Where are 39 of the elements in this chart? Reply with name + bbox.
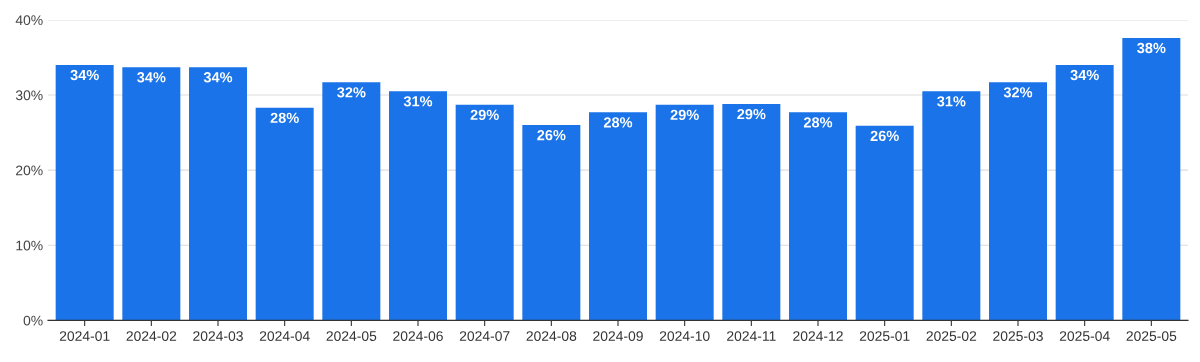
data-label: 29% [470,109,499,121]
data-label: 32% [1003,87,1033,98]
data-label: 32% [337,87,366,98]
x-tick-label: 2024-03 [193,331,243,341]
x-tick-label: 2024-07 [459,331,510,341]
x-tick-label: 2024-08 [526,331,577,341]
data-label: 26% [537,129,566,141]
y-tick-label: 20% [16,165,43,176]
data-label: 26% [870,130,899,142]
data-label: 28% [603,117,633,128]
x-tick-label: 2025-01 [859,331,910,341]
x-tick-label: 2024-09 [593,331,643,341]
x-tick-label: 2024-06 [393,331,443,341]
x-tick-label: 2024-05 [326,331,377,341]
data-label: 28% [803,117,833,128]
x-tick-label: 2025-05 [1126,331,1177,341]
x-tick-label: 2024-01 [59,331,110,341]
y-tick-label: 40% [15,15,43,26]
x-tick-label: 2024-12 [793,331,843,341]
x-tick-label: 2025-04 [1059,331,1110,341]
data-label: 38% [1137,42,1166,54]
data-label: 28% [270,112,299,124]
y-tick-label: 30% [15,90,43,101]
data-label: 34% [1070,69,1099,81]
data-label: 34% [137,72,166,83]
data-label: 34% [70,69,99,81]
y-tick-label: 0% [23,315,43,326]
x-tick-label: 2025-02 [926,331,977,341]
x-tick-label: 2024-04 [259,331,310,341]
data-label: 29% [670,109,699,121]
x-tick-label: 2024-02 [126,331,177,341]
x-tick-label: 2024-10 [659,331,710,341]
data-label: 29% [737,108,766,120]
data-label: 34% [203,72,233,83]
data-label: 31% [937,96,966,107]
data-label: 31% [403,96,433,107]
x-tick-label: 2025-03 [993,331,1043,341]
y-tick-label: 10% [16,240,43,251]
x-tick-label: 2024-11 [727,331,776,341]
